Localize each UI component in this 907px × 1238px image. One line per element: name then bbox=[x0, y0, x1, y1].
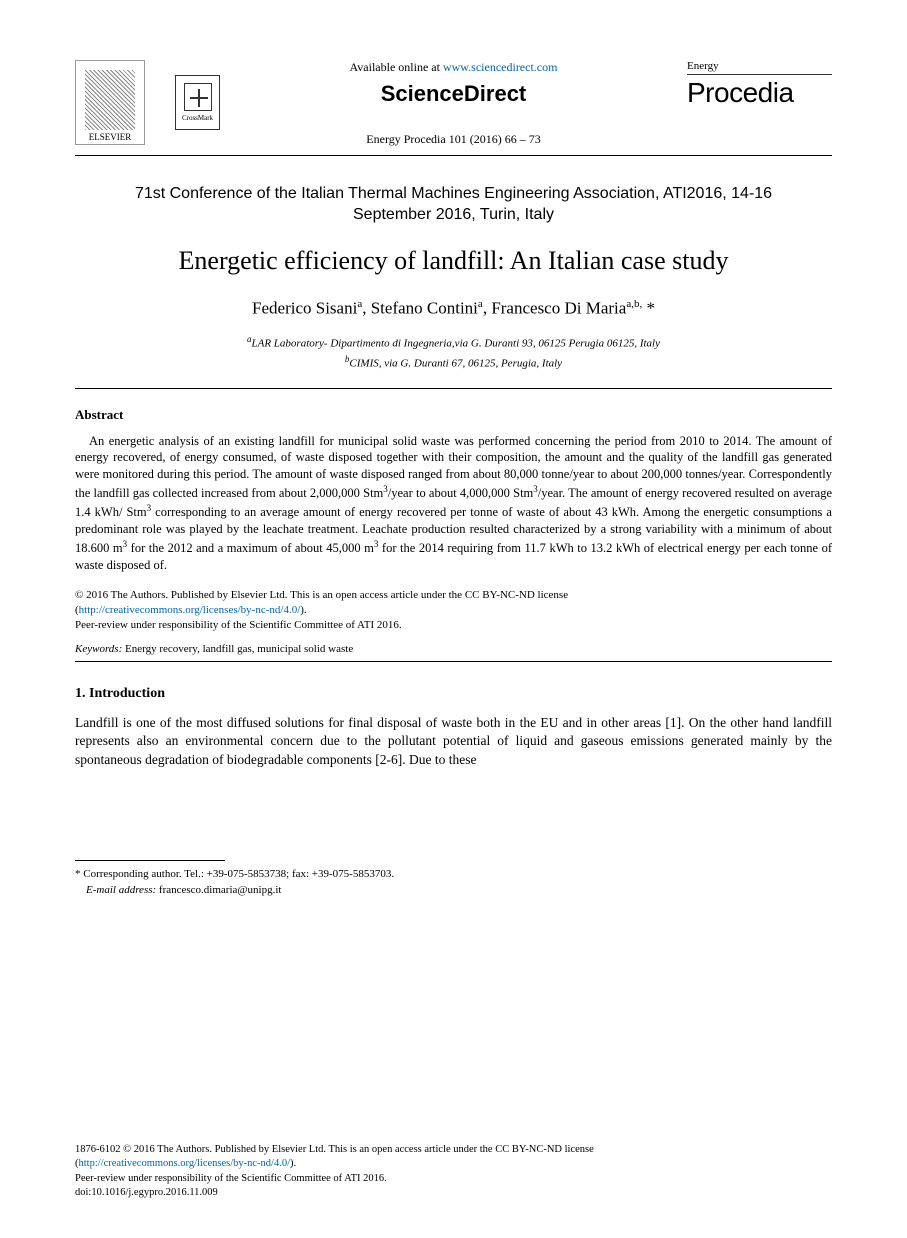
footnote-rule bbox=[75, 860, 225, 861]
citation-line: Energy Procedia 101 (2016) 66 – 73 bbox=[240, 132, 667, 147]
sciencedirect-link[interactable]: www.sciencedirect.com bbox=[443, 60, 558, 74]
copyright-block: © 2016 The Authors. Published by Elsevie… bbox=[75, 588, 832, 633]
affiliation-a: aLAR Laboratory- Dipartimento di Ingegne… bbox=[75, 334, 832, 350]
header-center: Available online at www.sciencedirect.co… bbox=[220, 60, 687, 147]
elsevier-tree-icon bbox=[85, 70, 135, 130]
footnote-block: * Corresponding author. Tel.: +39-075-58… bbox=[75, 867, 832, 898]
keywords-text: Energy recovery, landfill gas, municipal… bbox=[122, 643, 353, 655]
corresponding-author: * Corresponding author. Tel.: +39-075-58… bbox=[75, 867, 832, 882]
paper-title: Energetic efficiency of landfill: An Ita… bbox=[75, 246, 832, 276]
copyright-line1: © 2016 The Authors. Published by Elsevie… bbox=[75, 589, 568, 601]
elsevier-logo: ELSEVIER bbox=[75, 60, 145, 145]
available-text: Available online at bbox=[350, 60, 443, 74]
available-online: Available online at www.sciencedirect.co… bbox=[240, 60, 667, 75]
crossmark-icon bbox=[184, 83, 212, 111]
authors: Federico Sisania, Stefano Continia, Fran… bbox=[75, 298, 832, 319]
section-1-heading: 1. Introduction bbox=[75, 686, 832, 702]
journal-logo: Energy Procedia bbox=[687, 60, 832, 109]
divider-above-abstract bbox=[75, 388, 832, 389]
page-footer: 1876-6102 © 2016 The Authors. Published … bbox=[75, 1143, 832, 1200]
divider-below-keywords bbox=[75, 661, 832, 662]
license-link[interactable]: http://creativecommons.org/licenses/by-n… bbox=[79, 604, 301, 616]
abstract-heading: Abstract bbox=[75, 407, 832, 423]
section-1-body: Landfill is one of the most diffused sol… bbox=[75, 714, 832, 771]
footer-doi: doi:10.1016/j.egypro.2016.11.009 bbox=[75, 1187, 218, 1198]
sciencedirect-wordmark: ScienceDirect bbox=[240, 81, 667, 107]
abstract-body: An energetic analysis of an existing lan… bbox=[75, 433, 832, 574]
paper-header: ELSEVIER CrossMark Available online at w… bbox=[75, 60, 832, 147]
keywords: Keywords: Energy recovery, landfill gas,… bbox=[75, 643, 832, 655]
footer-license-link[interactable]: http://creativecommons.org/licenses/by-n… bbox=[79, 1158, 291, 1169]
journal-category: Energy bbox=[687, 60, 832, 75]
footer-peer-review: Peer-review under responsibility of the … bbox=[75, 1173, 387, 1184]
crossmark-logo[interactable]: CrossMark bbox=[175, 75, 220, 130]
peer-review-line: Peer-review under responsibility of the … bbox=[75, 619, 402, 631]
elsevier-label: ELSEVIER bbox=[89, 132, 132, 142]
footer-issn: 1876-6102 © 2016 The Authors. Published … bbox=[75, 1144, 594, 1155]
header-left: ELSEVIER CrossMark bbox=[75, 60, 220, 145]
email-address: francesco.dimaria@unipg.it bbox=[156, 884, 281, 896]
journal-name: Procedia bbox=[687, 77, 832, 109]
keywords-label: Keywords: bbox=[75, 643, 122, 655]
email-label: E-mail address: bbox=[86, 884, 156, 896]
crossmark-label: CrossMark bbox=[182, 114, 213, 122]
conference-info: 71st Conference of the Italian Thermal M… bbox=[75, 184, 832, 226]
affiliation-b: bCIMIS, via G. Duranti 67, 06125, Perugi… bbox=[75, 354, 832, 370]
divider-top bbox=[75, 155, 832, 156]
